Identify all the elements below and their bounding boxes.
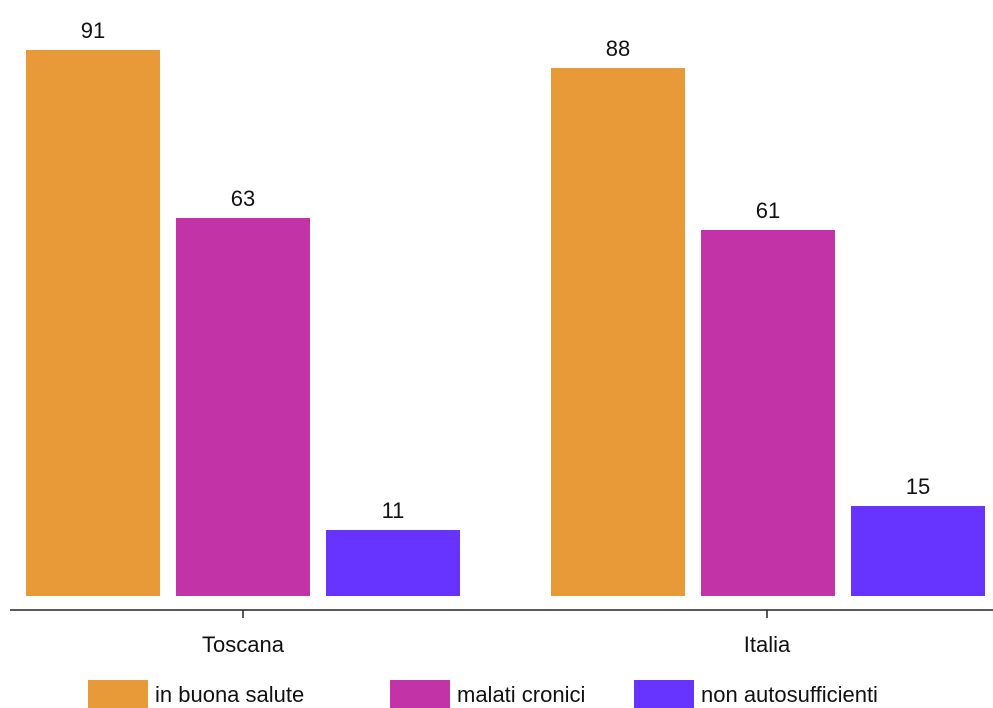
- bar-toscana-2: [176, 218, 310, 596]
- value-label: 91: [81, 18, 105, 43]
- bars-group: [26, 50, 985, 596]
- legend-label: non autosufficienti: [701, 682, 878, 707]
- bar-italia-1: [551, 68, 685, 596]
- bar-toscana-3: [326, 530, 460, 596]
- bar-italia-2: [701, 230, 835, 596]
- value-label: 63: [231, 186, 255, 211]
- legend-swatch: [88, 680, 148, 708]
- x-tick-label: Italia: [744, 632, 791, 657]
- value-labels-group: 91 63 11 88 61 15: [81, 18, 930, 523]
- x-tick-label: Toscana: [202, 632, 285, 657]
- legend: in buona salute malati cronici non autosuf…: [88, 680, 878, 708]
- x-axis-tick-labels: Toscana Italia: [202, 632, 791, 657]
- value-label: 15: [906, 474, 930, 499]
- value-label: 61: [756, 198, 780, 223]
- bar-toscana-1: [26, 50, 160, 596]
- value-label: 88: [606, 36, 630, 61]
- x-axis-ticks: [242, 610, 768, 618]
- bar-italia-3: [851, 506, 985, 596]
- legend-swatch: [634, 680, 694, 708]
- legend-label: malati cronici: [457, 682, 585, 707]
- legend-label: in buona salute: [155, 682, 304, 707]
- value-label: 11: [382, 498, 405, 523]
- legend-swatch: [390, 680, 450, 708]
